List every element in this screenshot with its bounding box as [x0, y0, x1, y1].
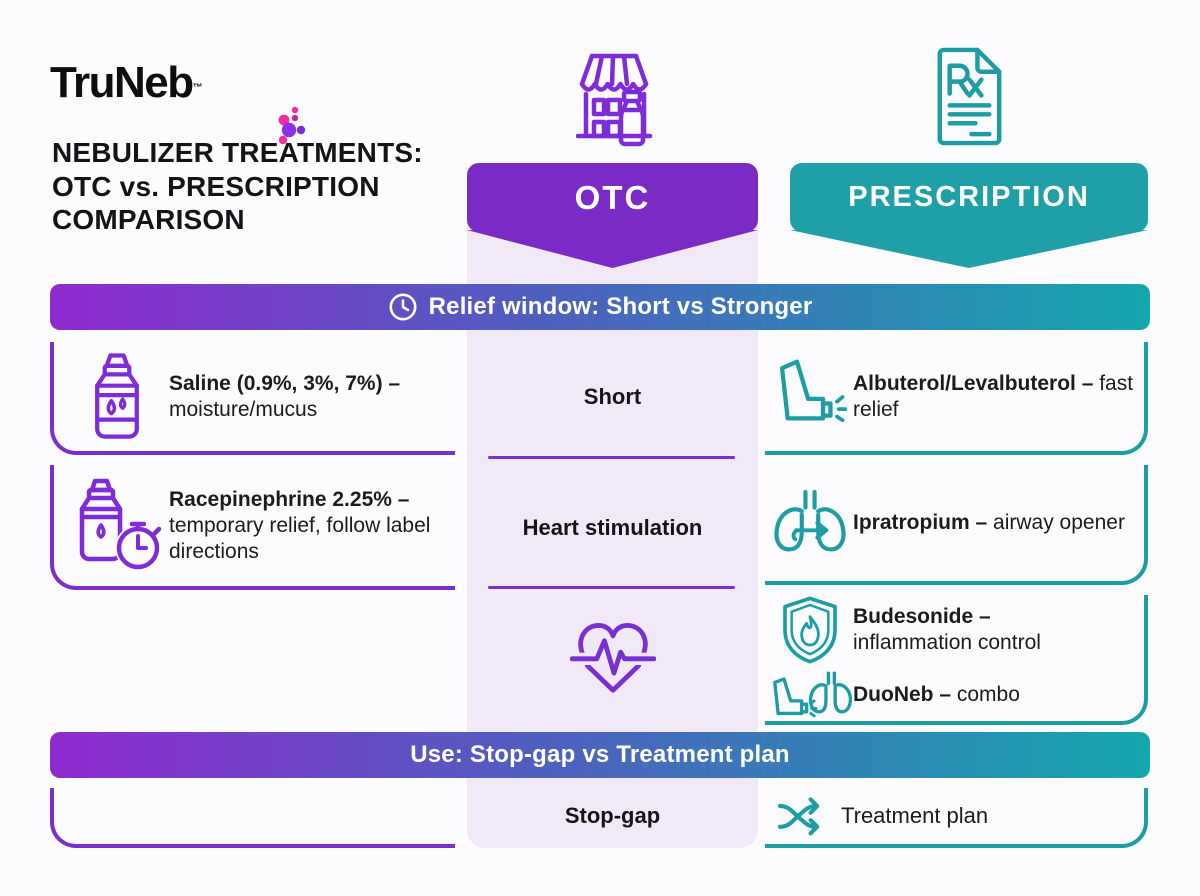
rx-item-duoneb-name: DuoNeb –: [853, 683, 952, 706]
rx-item-treatment-plan: Treatment plan: [765, 788, 1148, 848]
rx-item-budesonide: Budesonide – inflammation control: [767, 595, 1144, 665]
inhaler-icon: [779, 359, 848, 422]
rx-item-budesonide-duoneb: Budesonide – inflammation control DuoNeb…: [765, 595, 1148, 725]
clock-icon: [389, 293, 417, 321]
rx-item-ipratropium: Ipratropium – airway opener: [765, 465, 1148, 585]
otc-header-chevron: [467, 230, 758, 268]
otc-item-saline: Saline (0.9%, 3%, 7%) – moisture/mucus: [50, 342, 455, 455]
middle-divider-1: [488, 456, 735, 459]
rx-item-treatment-plan-label: Treatment plan: [841, 803, 989, 828]
shield-flame-icon: [783, 596, 837, 664]
title-line-3: COMPARISON: [52, 204, 245, 235]
relief-banner-text: Relief window: Short vs Stronger: [428, 293, 813, 320]
otc-bottom-card-empty: [50, 788, 455, 848]
rx-item-budesonide-desc: inflammation control: [853, 631, 1041, 654]
otc-item-racepinephrine-desc: temporary relief, follow label direction…: [169, 513, 431, 563]
rx-item-ipratropium-text: Ipratropium – airway opener: [853, 510, 1125, 536]
section-banner-relief: Relief window: Short vs Stronger: [50, 284, 1150, 330]
rx-item-ipratropium-name: Ipratropium –: [853, 511, 988, 534]
storefront-icon: [575, 53, 653, 147]
section-banner-use: Use: Stop-gap vs Treatment plan: [50, 732, 1150, 778]
trademark-symbol: ™: [192, 82, 203, 94]
rx-item-duoneb-text: DuoNeb – combo: [853, 682, 1020, 708]
brand-logo: TruNeb™: [50, 58, 306, 145]
lungs-arrow-icon: [774, 489, 846, 552]
otc-header-label: OTC: [574, 178, 651, 216]
shuffle-icon: [777, 797, 820, 836]
otc-header: OTC: [467, 163, 758, 232]
otc-item-racepinephrine-text: Racepinephrine 2.25% – temporary relief,…: [169, 487, 455, 565]
inhaler-lungs-icon: [773, 671, 852, 718]
otc-item-racepinephrine-name: Racepinephrine 2.25% –: [169, 487, 410, 511]
title-line-1: NEBULIZER TREATMENTS:: [52, 137, 423, 168]
middle-label-heart-stimulation: Heart stimulation: [522, 515, 703, 540]
heart-pulse-icon: [570, 623, 656, 693]
saline-bottle-icon: [94, 352, 139, 439]
middle-divider-2: [488, 586, 735, 589]
rx-item-albuterol-desc: fast relief: [853, 371, 1134, 421]
rx-item-budesonide-text: Budesonide – inflammation control: [853, 604, 1089, 656]
middle-label-short: Short: [583, 384, 642, 409]
rx-item-albuterol-name: Albuterol/Levalbuterol –: [853, 371, 1094, 395]
page-title: NEBULIZER TREATMENTS: OTC vs. PRESCRIPTI…: [52, 136, 423, 237]
dropper-stopwatch-icon: [79, 478, 161, 571]
rx-item-duoneb: DuoNeb – combo: [767, 669, 1144, 721]
rx-document-icon: [937, 47, 1002, 146]
prescription-header-label: PRESCRIPTION: [848, 181, 1090, 213]
heart-pulse-icon-wrap: [570, 614, 656, 696]
otc-item-saline-name: Saline (0.9%, 3%, 7%) –: [169, 371, 401, 395]
prescription-header: PRESCRIPTION: [790, 163, 1148, 232]
use-banner-text: Use: Stop-gap vs Treatment plan: [410, 741, 790, 768]
otc-item-saline-desc: moisture/mucus: [169, 397, 318, 421]
prescription-header-chevron: [790, 230, 1148, 268]
otc-item-racepinephrine: Racepinephrine 2.25% – temporary relief,…: [50, 465, 455, 590]
title-line-2: OTC vs. PRESCRIPTION: [52, 170, 380, 202]
rx-item-duoneb-desc: combo: [956, 683, 1020, 706]
rx-item-albuterol: Albuterol/Levalbuterol – fast relief: [765, 342, 1148, 455]
rx-item-albuterol-text: Albuterol/Levalbuterol – fast relief: [853, 371, 1144, 423]
rx-item-budesonide-name: Budesonide –: [853, 605, 991, 628]
otc-item-saline-text: Saline (0.9%, 3%, 7%) – moisture/mucus: [169, 371, 455, 423]
middle-label-stop-gap: Stop-gap: [564, 803, 661, 828]
logo-dots-icon: [278, 106, 306, 145]
brand-name: TruNeb: [50, 58, 194, 107]
rx-item-ipratropium-desc: airway opener: [993, 511, 1125, 534]
